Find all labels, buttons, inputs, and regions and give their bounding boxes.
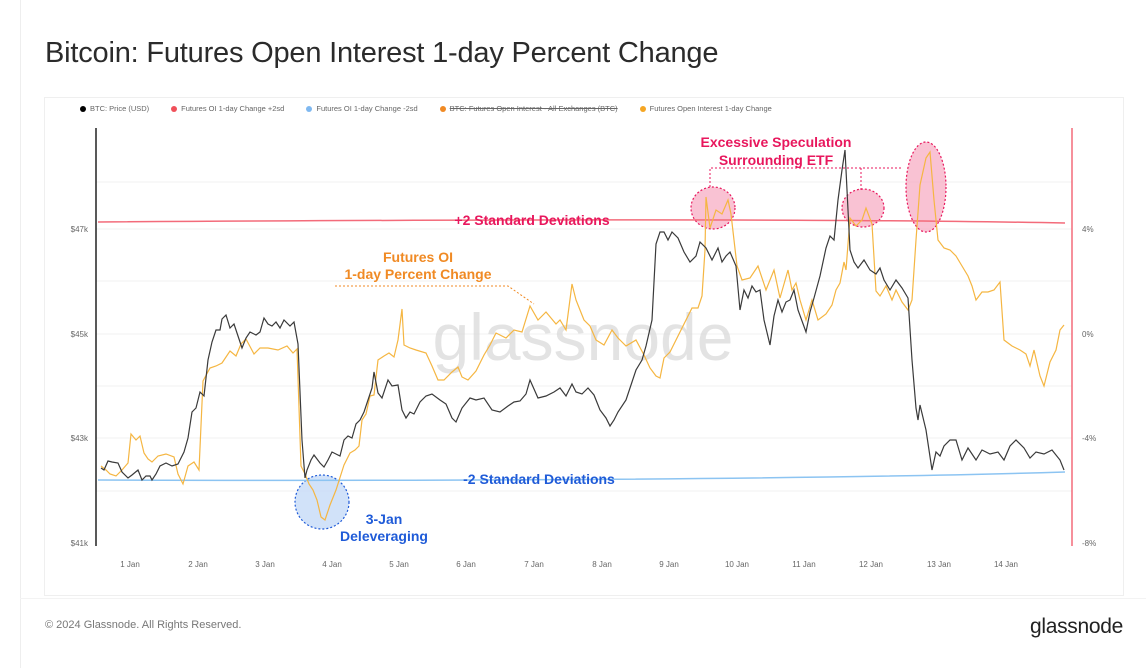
page-title: Bitcoin: Futures Open Interest 1-day Per…	[45, 37, 719, 69]
left-tick-45k: $45k	[71, 330, 89, 339]
deleveraging-highlight	[294, 474, 350, 530]
x-tick: 12 Jan	[859, 560, 883, 569]
x-tick: 8 Jan	[592, 560, 612, 569]
right-tick-0pct: 0%	[1082, 330, 1094, 339]
page-left-border	[20, 0, 21, 668]
plus2sd-annotation: +2 Standard Deviations	[454, 212, 609, 228]
copyright-notice: © 2024 Glassnode. All Rights Reserved.	[45, 619, 242, 631]
x-tick: 2 Jan	[188, 560, 208, 569]
minus2sd-annotation: -2 Standard Deviations	[463, 471, 615, 487]
legend-label: Futures OI 1-day Change +2sd	[181, 104, 285, 113]
legend-dot-icon	[306, 105, 313, 112]
legend-dot-icon	[171, 105, 178, 112]
oi-annotation-line1: Futures OI	[383, 249, 453, 265]
legend-item-plus2sd[interactable]: Futures OI 1-day Change +2sd	[171, 104, 284, 113]
x-axis-ticks: 1 Jan 2 Jan 3 Jan 4 Jan 5 Jan 6 Jan 7 Ja…	[120, 560, 1018, 569]
watermark: glassnode	[433, 300, 734, 374]
legend-label: Futures OI 1-day Change -2sd	[316, 104, 418, 113]
footer-divider	[20, 598, 1146, 599]
right-axis-ticks: 4% 0% -4% -8%	[1082, 225, 1096, 548]
x-tick: 11 Jan	[792, 560, 815, 569]
legend-label: BTC: Price (USD)	[90, 104, 150, 113]
right-tick-minus8pct: -8%	[1082, 539, 1096, 548]
minus2sd-line	[97, 471, 1066, 482]
etf-highlight-3	[905, 141, 947, 233]
x-tick: 14 Jan	[994, 560, 1018, 569]
x-tick: 10 Jan	[725, 560, 749, 569]
legend-dot-icon	[639, 105, 646, 112]
etf-highlight-2	[841, 188, 885, 228]
x-tick: 1 Jan	[120, 560, 140, 569]
etf-annotation-line1: Excessive Speculation	[701, 134, 852, 150]
legend-label: Futures Open Interest 1-day Change	[649, 104, 772, 113]
brand-logo: glassnode	[1029, 615, 1123, 638]
etf-highlight-1	[690, 186, 736, 230]
left-tick-47k: $47k	[71, 225, 89, 234]
right-tick-4pct: 4%	[1082, 225, 1094, 234]
deleveraging-annotation-line2: Deleveraging	[340, 528, 428, 544]
legend-label: BTC: Futures Open Interest - All Exchang…	[449, 104, 618, 113]
right-tick-minus4pct: -4%	[1082, 434, 1096, 443]
legend-item-oi-1day-change[interactable]: Futures Open Interest 1-day Change	[639, 104, 772, 113]
oi-change-line	[100, 150, 1065, 521]
gridlines	[96, 181, 1072, 492]
oi-annotation-connector	[335, 285, 535, 305]
x-tick: 6 Jan	[456, 560, 476, 569]
left-axis-ticks: $47k $45k $43k $41k	[71, 225, 89, 548]
btc-price-line	[100, 149, 1065, 482]
x-tick: 5 Jan	[389, 560, 409, 569]
x-tick: 3 Jan	[255, 560, 275, 569]
deleveraging-annotation-line1: 3-Jan	[366, 511, 403, 527]
etf-connector	[709, 167, 903, 190]
x-tick: 7 Jan	[524, 560, 544, 569]
legend-dot-icon	[439, 105, 446, 112]
legend-item-btc-price[interactable]: BTC: Price (USD)	[80, 104, 149, 113]
x-tick: 4 Jan	[322, 560, 342, 569]
legend-dot-icon	[80, 105, 86, 112]
oi-annotation-line2: 1-day Percent Change	[344, 266, 491, 282]
plus2sd-line	[97, 219, 1066, 224]
x-tick: 13 Jan	[927, 560, 951, 569]
legend-item-minus2sd[interactable]: Futures OI 1-day Change -2sd	[306, 104, 418, 113]
left-tick-41k: $41k	[71, 539, 89, 548]
left-tick-43k: $43k	[71, 434, 89, 443]
legend-item-open-interest-hidden[interactable]: BTC: Futures Open Interest - All Exchang…	[439, 104, 618, 113]
chart-legend: BTC: Price (USD) Futures OI 1-day Change…	[80, 104, 772, 113]
etf-annotation-line2: Surrounding ETF	[719, 152, 834, 168]
highlight-regions	[294, 141, 947, 530]
x-tick: 9 Jan	[659, 560, 679, 569]
